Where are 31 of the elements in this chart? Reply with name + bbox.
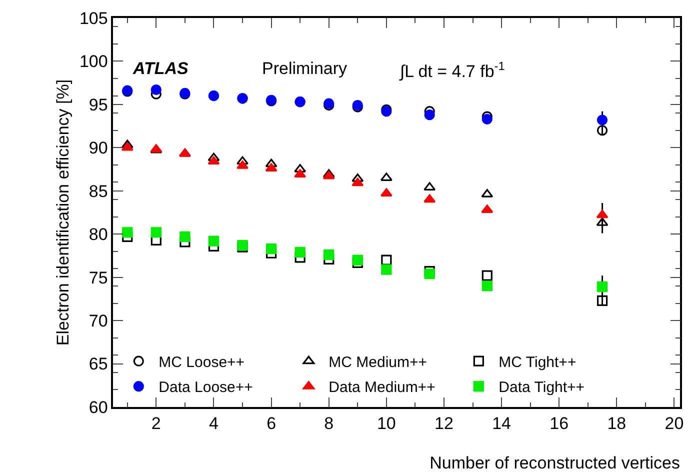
legend-label: MC Loose++ — [158, 354, 245, 371]
x-tick-label: 10 — [376, 414, 396, 434]
legend-label: Data Tight++ — [498, 379, 585, 396]
y-tick-label: 75 — [88, 268, 108, 288]
y-tick-label: 100 — [79, 52, 108, 72]
y-axis-title: Electron identification efficiency [%] — [54, 79, 72, 346]
annotation: Preliminary — [262, 59, 348, 78]
y-tick-label: 60 — [88, 398, 108, 417]
x-tick-label: 8 — [324, 414, 334, 434]
x-tick-label: 2 — [151, 414, 161, 434]
y-tick-label: 65 — [88, 354, 108, 374]
x-tick-label: 14 — [492, 414, 512, 434]
x-tick-label: 20 — [664, 414, 684, 434]
y-tick-label: 90 — [88, 138, 108, 158]
x-tick-label: 6 — [266, 414, 276, 434]
y-tick-label: 70 — [88, 312, 108, 331]
y-tick-label: 105 — [79, 8, 108, 28]
x-tick-label: 16 — [550, 414, 569, 434]
y-tick-label: 95 — [88, 95, 108, 114]
y-tick-label: 80 — [88, 225, 108, 244]
legend-label: Data Medium++ — [328, 379, 436, 396]
annotation: ATLAS — [132, 59, 190, 78]
x-tick-label: 18 — [607, 414, 626, 434]
legend-label: MC Tight++ — [498, 354, 576, 371]
x-axis-title: Number of reconstructed vertices — [430, 454, 680, 472]
y-tick-label: 85 — [88, 182, 108, 201]
legend-label: Data Loose++ — [158, 379, 254, 396]
x-tick-label: 12 — [434, 414, 454, 434]
x-tick-label: 4 — [209, 414, 218, 434]
annotation: ∫L dt = 4.7 fb$^{-1}$ — [399, 59, 506, 82]
legend-label: MC Medium++ — [328, 354, 428, 371]
